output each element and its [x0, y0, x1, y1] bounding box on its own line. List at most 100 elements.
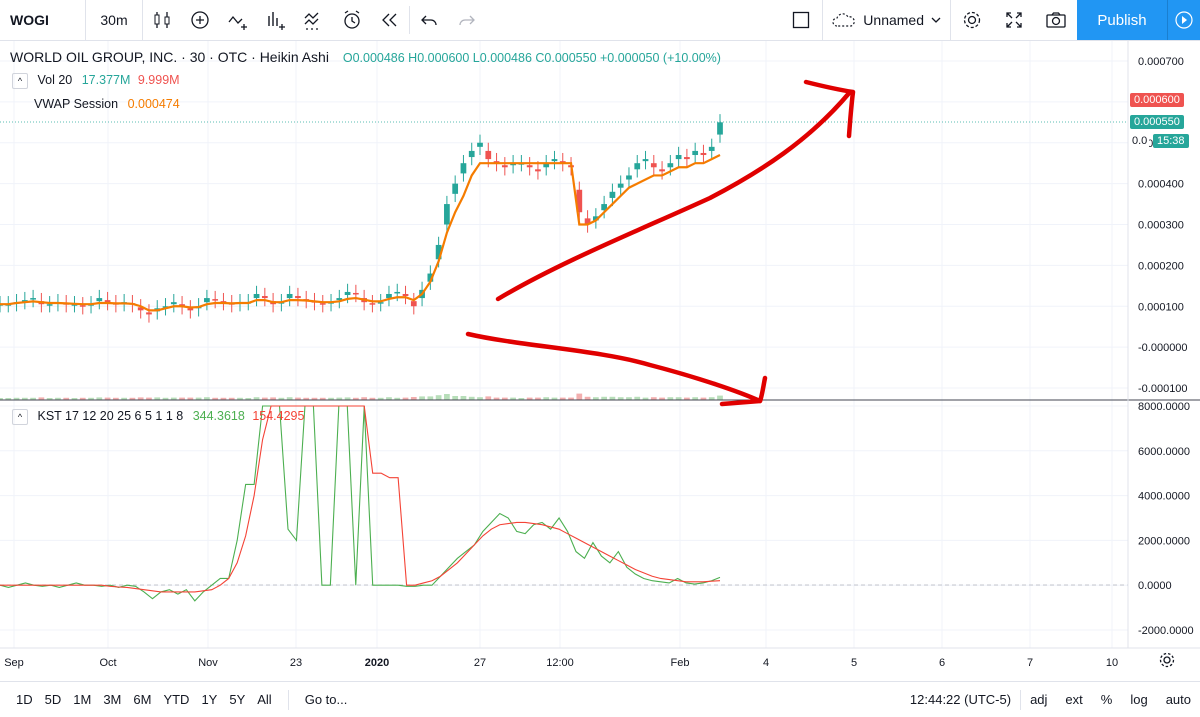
annotation-down-arrowhead	[719, 375, 768, 407]
toolbar-divider	[409, 6, 410, 34]
camera-icon[interactable]	[1035, 0, 1077, 40]
clock-label[interactable]: 12:44:22 (UTC-5)	[909, 692, 1012, 707]
volume-bar	[642, 397, 649, 400]
chart-area[interactable]: 0.0007000.0006000.0005000.0004000.000300…	[0, 41, 1200, 681]
candle-body	[137, 307, 144, 311]
indicators-icon[interactable]	[295, 0, 333, 40]
range-buttons: 1D 5D 1M 3M 6M YTD 1Y 5Y All Go to...	[0, 689, 353, 710]
candle-body	[435, 244, 442, 260]
volume-bar	[369, 397, 376, 400]
undo-icon[interactable]	[410, 0, 448, 40]
candle-body	[675, 155, 682, 160]
kst-value: 344.3618	[192, 409, 245, 424]
adj-toggle[interactable]: adj	[1030, 692, 1048, 707]
symbol-title: WORLD OIL GROUP, INC. · 30 · OTC · Heiki…	[10, 49, 329, 65]
volume-bar	[88, 397, 94, 400]
volume-bar	[319, 397, 326, 400]
compare-icon[interactable]	[219, 0, 257, 40]
candle-body	[642, 159, 649, 162]
volume-value: 17.377M	[81, 73, 131, 88]
range-5d[interactable]: 5D	[44, 692, 62, 707]
candle-body	[617, 183, 624, 188]
main-legend: WORLD OIL GROUP, INC. · 30 · OTC · Heiki…	[10, 49, 721, 65]
ohlc-values: O0.000486 H0.000600 L0.000486 C0.000550 …	[342, 51, 721, 65]
vwap-value: 0.000474	[127, 97, 180, 111]
range-1y[interactable]: 1Y	[201, 692, 218, 707]
volume-bar	[551, 397, 558, 400]
layout-name-menu[interactable]: Unnamed	[822, 0, 951, 40]
layout-select-icon[interactable]	[780, 0, 822, 40]
bottom-divider	[287, 689, 289, 710]
percent-toggle[interactable]: %	[1100, 692, 1113, 707]
price-tick-label: 0.000400	[1138, 179, 1184, 191]
volume-bar	[626, 397, 632, 400]
kst-legend[interactable]: ^ KST 17 12 20 25 6 5 1 1 8 344.3618 154…	[12, 409, 304, 425]
range-3m[interactable]: 3M	[103, 692, 122, 707]
fullscreen-icon[interactable]	[993, 0, 1035, 40]
kst-label: KST 17 12 20 25 6 5 1 1 8	[37, 409, 184, 424]
range-ytd[interactable]: YTD	[163, 692, 190, 707]
publish-menu-button[interactable]	[1167, 0, 1200, 40]
publish-button[interactable]: Publish	[1077, 0, 1167, 40]
range-1d[interactable]: 1D	[16, 692, 33, 707]
add-indicator-icon[interactable]	[181, 0, 219, 40]
collapse-kst-icon[interactable]: ^	[12, 409, 28, 425]
volume-bar	[129, 397, 136, 400]
interval-button[interactable]: 30m	[86, 0, 143, 40]
volume-bar	[493, 397, 500, 400]
range-1m[interactable]: 1M	[73, 692, 92, 707]
candle-body	[377, 302, 384, 304]
volume-bar	[361, 397, 368, 400]
candle-body	[700, 152, 707, 156]
range-6m[interactable]: 6M	[133, 692, 152, 707]
candle-body	[543, 163, 550, 168]
annotation-down-arrow	[465, 331, 763, 404]
replay-icon[interactable]	[371, 0, 409, 40]
volume-bar	[460, 396, 467, 400]
volume-bar	[352, 397, 359, 400]
goto-button[interactable]: Go to...	[304, 692, 348, 707]
redo-icon[interactable]	[448, 0, 486, 40]
volume-bar	[377, 397, 384, 400]
kst-tick-label: 2000.0000	[1138, 535, 1190, 547]
volume-bar	[402, 397, 409, 400]
volume-legend[interactable]: ^ Vol 20 17.377M 9.999M	[12, 73, 180, 89]
volume-bar	[55, 397, 61, 400]
ext-toggle[interactable]: ext	[1065, 692, 1083, 707]
volume-bar	[576, 393, 583, 400]
candle-body	[21, 300, 28, 302]
kst-tick-label: 8000.0000	[1138, 401, 1190, 413]
volume-bar	[435, 395, 442, 400]
candle-body	[477, 142, 483, 147]
log-toggle[interactable]: log	[1130, 692, 1148, 707]
volume-bar	[650, 397, 657, 400]
candle-body	[650, 163, 657, 168]
volume-bar	[410, 397, 417, 400]
candle-body	[692, 150, 699, 156]
volume-bar	[104, 397, 111, 400]
candle-body	[394, 291, 401, 294]
volume-bar	[237, 397, 243, 400]
bottom-toolbar: 1D 5D 1M 3M 6M YTD 1Y 5Y All Go to... 12…	[0, 681, 1200, 717]
gear-icon[interactable]	[951, 0, 993, 40]
auto-toggle[interactable]: auto	[1165, 692, 1191, 707]
volume-bar	[212, 397, 219, 400]
candle-body	[485, 150, 492, 160]
range-all[interactable]: All	[257, 692, 272, 707]
candle-body	[410, 301, 417, 307]
volume-bar	[286, 397, 293, 400]
kst-tick-label: -2000.0000	[1138, 625, 1194, 637]
candle-body	[319, 303, 326, 305]
candles-icon[interactable]	[143, 0, 181, 40]
axis-settings-icon	[1159, 652, 1175, 668]
symbol-search-button[interactable]: WOGI	[0, 0, 86, 40]
candle-body	[46, 304, 53, 306]
candle-body	[501, 165, 508, 168]
alert-icon[interactable]	[333, 0, 371, 40]
collapse-legend-icon[interactable]: ^	[12, 73, 28, 89]
bar-type-icon[interactable]	[257, 0, 295, 40]
volume-bar	[253, 397, 260, 400]
range-5y[interactable]: 5Y	[229, 692, 246, 707]
vwap-legend[interactable]: VWAP Session 0.000474	[34, 97, 180, 111]
candle-body	[162, 306, 169, 308]
